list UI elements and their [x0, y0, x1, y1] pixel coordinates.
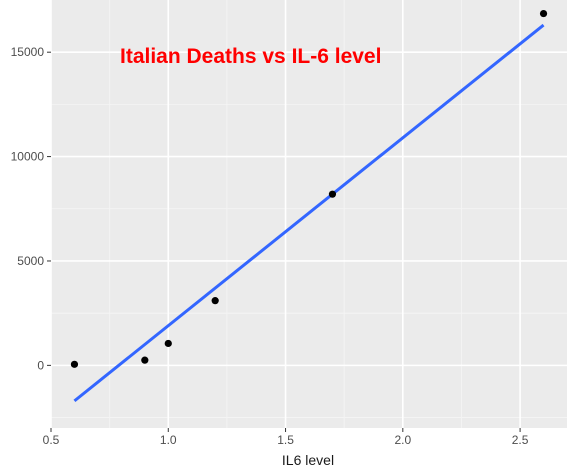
- x-axis-title: IL6 level: [282, 452, 334, 468]
- data-points: [70, 9, 548, 368]
- y-axis-ticks: 0 5000 10000 15000: [11, 45, 51, 372]
- y-tick-label: 0: [37, 358, 44, 372]
- minor-gridlines: [51, 0, 567, 428]
- major-gridlines: [50, 0, 567, 428]
- x-tick-label: 1.5: [277, 433, 294, 447]
- data-point: [70, 360, 79, 368]
- x-tick-label: 2.5: [512, 433, 529, 447]
- data-point: [539, 9, 548, 18]
- x-tick-label: 1.0: [160, 433, 177, 447]
- regression-line: [73, 23, 545, 403]
- y-tick-label: 5000: [17, 254, 44, 268]
- x-tick-label: 2.0: [394, 433, 411, 447]
- data-point: [141, 356, 149, 364]
- y-tick-label: 10000: [11, 150, 45, 164]
- x-tick-label: 0.5: [43, 433, 60, 447]
- x-axis-ticks: 0.5 1.0 1.5 2.0 2.5: [43, 428, 529, 447]
- chart-title: Italian Deaths vs IL-6 level: [120, 45, 381, 68]
- data-point: [164, 339, 172, 348]
- data-point: [328, 190, 337, 198]
- data-point: [211, 297, 219, 305]
- y-tick-label: 15000: [11, 45, 45, 59]
